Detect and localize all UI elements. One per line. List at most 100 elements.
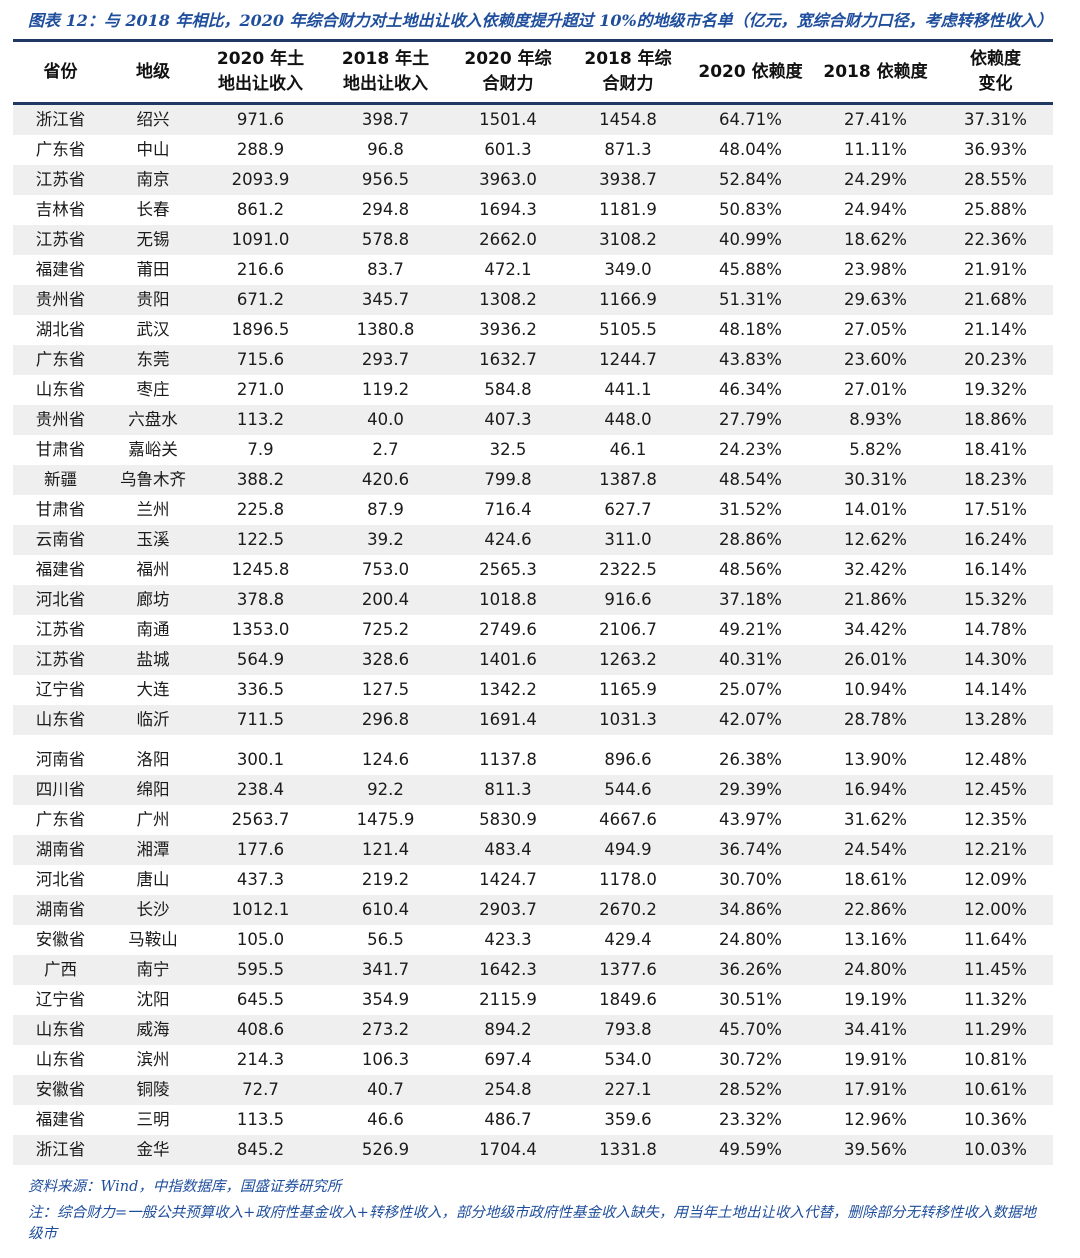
column-header: 2020 年土 地出让收入 (198, 47, 323, 97)
cell: 11.29% (964, 1020, 1027, 1039)
cell: 12.00% (964, 900, 1027, 919)
cell: 1244.7 (599, 350, 657, 369)
cell: 564.9 (236, 650, 285, 669)
cell: 359.6 (604, 1110, 652, 1129)
cell: 293.7 (361, 350, 410, 369)
cell: 2903.7 (479, 900, 537, 919)
cell: 12.48% (964, 750, 1027, 769)
cell: 420.6 (361, 470, 410, 489)
cell: 1308.2 (479, 290, 537, 309)
cell: 22.86% (844, 900, 907, 919)
cell: 40.0 (367, 410, 404, 429)
cell: 48.18% (719, 320, 782, 339)
cell: 马鞍山 (128, 930, 178, 949)
cell: 36.93% (964, 140, 1027, 159)
cell: 486.7 (484, 1110, 532, 1129)
cell: 24.23% (719, 440, 782, 459)
cell: 378.8 (236, 590, 285, 609)
cell: 16.14% (964, 560, 1027, 579)
cell: 27.41% (844, 110, 907, 129)
cell: 广东省 (35, 350, 86, 369)
cell: 1245.8 (231, 560, 290, 579)
cell: 408.6 (236, 1020, 285, 1039)
column-header: 2018 年综 合财力 (568, 47, 688, 97)
cell: 廊坊 (136, 590, 170, 609)
cell: 2670.2 (599, 900, 657, 919)
cell: 湖北省 (35, 320, 86, 339)
cell: 江苏省 (35, 620, 86, 639)
cell: 336.5 (236, 680, 285, 699)
cell: 354.9 (361, 990, 410, 1009)
cell: 124.6 (361, 750, 410, 769)
cell: 3936.2 (479, 320, 537, 339)
column-header-line: 地出让收入 (343, 74, 428, 94)
cell: 27.79% (719, 410, 782, 429)
cell: 113.2 (236, 410, 285, 429)
cell: 乌鲁木齐 (120, 470, 186, 489)
column-header: 2020 依赖度 (688, 60, 813, 85)
table-body: 浙江省 绍兴 971.6 398.7 1501.4 1454.8 64.71% 27.41% 3… (13, 105, 1053, 1165)
cell: 113.5 (236, 1110, 285, 1129)
column-header-line: 依赖度 (970, 49, 1021, 69)
table-row: 广东省 东莞 715.6 293.7 1632.7 1244.7 43.83% 23.60% 2… (13, 345, 1053, 375)
cell: 423.3 (484, 930, 532, 949)
cell: 18.41% (964, 440, 1027, 459)
table-row: 河北省 唐山 437.3 219.2 1424.7 1178.0 30.70% 18.61% 1… (13, 865, 1053, 895)
cell: 30.70% (719, 870, 782, 889)
cell: 106.3 (361, 1050, 410, 1069)
cell: 江苏省 (35, 230, 86, 249)
cell: 1342.2 (479, 680, 537, 699)
cell: 河北省 (35, 590, 86, 609)
cell: 11.32% (964, 990, 1027, 1009)
cell: 甘肃省 (35, 440, 86, 459)
cell: 441.1 (604, 380, 652, 399)
cell: 105.0 (236, 930, 285, 949)
table-header-rule (13, 102, 1053, 105)
table-row: 福建省 福州 1245.8 753.0 2565.3 2322.5 48.56% 32.42%… (13, 555, 1053, 585)
table-header-row: 省份 地级 2020 年土 地出让收入 2018 年土 地出让收入 2020 年综 合财力 20… (13, 42, 1053, 102)
cell: 1424.7 (479, 870, 537, 889)
cell: 玉溪 (136, 530, 170, 549)
cell: 40.7 (367, 1080, 404, 1099)
table-row: 江苏省 盐城 564.9 328.6 1401.6 1263.2 40.31% 26.01% 1… (13, 645, 1053, 675)
section-gap (13, 735, 1053, 745)
column-header: 地级 (108, 60, 198, 85)
cell: 894.2 (484, 1020, 532, 1039)
cell: 10.81% (964, 1050, 1027, 1069)
cell: 483.4 (484, 840, 532, 859)
cell: 兰州 (136, 500, 170, 519)
cell: 3938.7 (599, 170, 657, 189)
cell: 1178.0 (599, 870, 657, 889)
column-header-line: 2020 依赖度 (698, 61, 803, 82)
cell: 1454.8 (599, 110, 657, 129)
cell: 34.41% (844, 1020, 907, 1039)
cell: 2662.0 (479, 230, 537, 249)
cell: 枣庄 (136, 380, 170, 399)
cell: 328.6 (361, 650, 410, 669)
cell: 四川省 (35, 780, 86, 799)
cell: 10.94% (844, 680, 907, 699)
cell: 19.32% (964, 380, 1027, 399)
cell: 83.7 (367, 260, 404, 279)
cell: 1475.9 (356, 810, 415, 829)
cell: 294.8 (361, 200, 410, 219)
cell: 山东省 (35, 1020, 86, 1039)
cell: 28.52% (719, 1080, 782, 1099)
cell: 甘肃省 (35, 500, 86, 519)
cell: 15.32% (964, 590, 1027, 609)
cell: 24.29% (844, 170, 907, 189)
cell: 河北省 (35, 870, 86, 889)
cell: 971.6 (236, 110, 285, 129)
data-table: 省份 地级 2020 年土 地出让收入 2018 年土 地出让收入 2020 年综 合财力 20… (13, 39, 1053, 1165)
cell: 河南省 (35, 750, 86, 769)
cell: 贵州省 (35, 410, 86, 429)
table-row: 广东省 广州 2563.7 1475.9 5830.9 4667.6 43.97% 31.62… (13, 805, 1053, 835)
cell: 武汉 (136, 320, 170, 339)
cell: 11.45% (964, 960, 1027, 979)
cell: 24.80% (844, 960, 907, 979)
table-row: 山东省 滨州 214.3 106.3 697.4 534.0 30.72% 19.91% 10.… (13, 1045, 1053, 1075)
cell: 29.39% (719, 780, 782, 799)
cell: 46.6 (367, 1110, 404, 1129)
cell: 288.9 (236, 140, 285, 159)
cell: 42.07% (719, 710, 782, 729)
